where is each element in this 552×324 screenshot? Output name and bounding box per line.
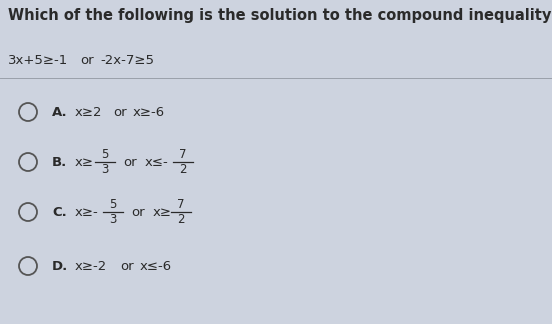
Text: x≥-6: x≥-6 [133,106,165,119]
Text: 2: 2 [177,213,185,226]
Text: or: or [113,106,126,119]
Text: 7: 7 [177,198,185,211]
Text: or: or [120,260,134,272]
Text: 5: 5 [102,148,109,161]
Text: 3: 3 [109,213,116,226]
Text: x≤-: x≤- [145,156,169,168]
Text: or: or [80,54,94,67]
Text: x≥: x≥ [153,205,172,218]
FancyBboxPatch shape [0,0,552,38]
Text: 3x+5≥-1: 3x+5≥-1 [8,54,68,67]
Text: or: or [123,156,137,168]
Text: 2: 2 [179,163,187,176]
Text: 7: 7 [179,148,187,161]
Text: Which of the following is the solution to the compound inequality below?: Which of the following is the solution t… [8,8,552,23]
Text: x≥-: x≥- [75,205,99,218]
Text: 3: 3 [102,163,109,176]
Text: B.: B. [52,156,67,168]
Text: x≥2: x≥2 [75,106,103,119]
Text: A.: A. [52,106,68,119]
Text: x≥: x≥ [75,156,94,168]
Text: x≤-6: x≤-6 [140,260,172,272]
Text: or: or [131,205,145,218]
Text: x≥-2: x≥-2 [75,260,107,272]
Text: 5: 5 [109,198,116,211]
Text: -2x-7≥5: -2x-7≥5 [100,54,154,67]
Text: D.: D. [52,260,68,272]
Text: C.: C. [52,205,67,218]
